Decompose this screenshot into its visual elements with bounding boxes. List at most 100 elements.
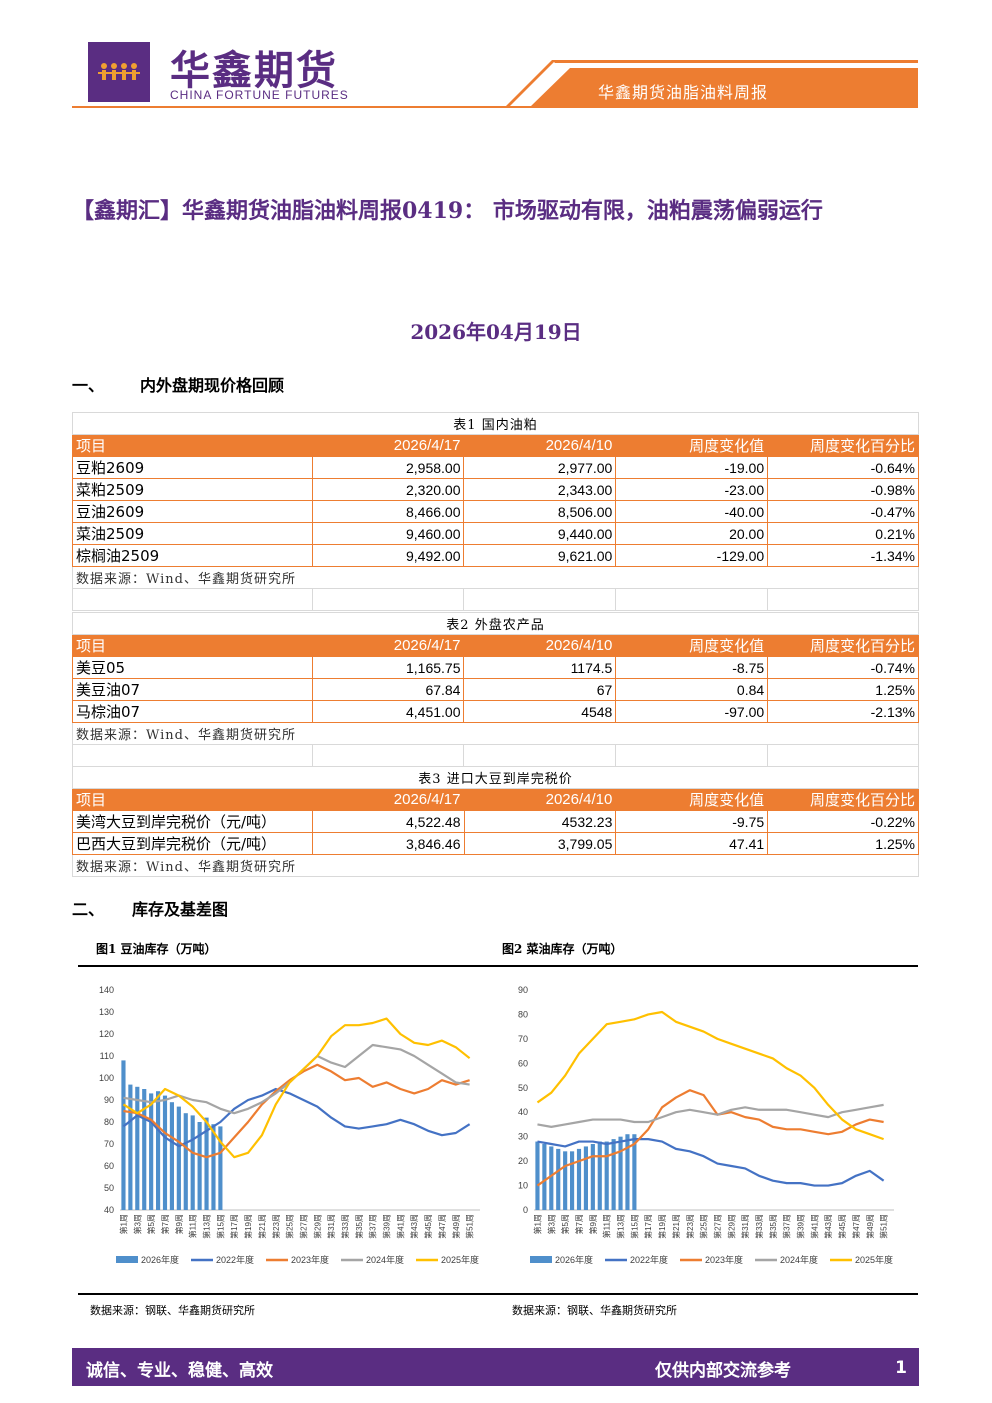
bar-2026 <box>149 1093 154 1210</box>
x-tick-label: 第25周 <box>285 1214 295 1239</box>
x-tick-label: 第31周 <box>740 1214 750 1239</box>
table-row: 棕榈油2509 9,492.00 9,621.00 -129.00 -1.34% <box>72 544 919 567</box>
x-tick-label: 第35周 <box>354 1214 364 1239</box>
x-tick-label: 第21周 <box>671 1214 681 1239</box>
document-title: 【鑫期汇】华鑫期货油脂油料周报0419： 市场驱动有限，油粕震荡偏弱运行 <box>72 198 823 224</box>
cell-value: 67.84 <box>311 678 465 701</box>
series-line <box>536 1010 884 1141</box>
cell-value: -97.00 <box>615 700 769 723</box>
section-heading-2: 二、 库存及基差图 <box>72 896 228 920</box>
table-header-cell: 2026/4/17 <box>311 634 465 657</box>
legend-swatch <box>116 1256 138 1263</box>
table-row: 巴西大豆到岸完税价（元/吨） 3,846.46 3,799.05 47.41 1.25% <box>72 832 919 855</box>
cell-value: 3,846.46 <box>311 832 465 855</box>
table-header-cell: 2026/4/10 <box>463 788 617 811</box>
bar-2026 <box>549 1146 554 1210</box>
x-tick-label: 第23周 <box>271 1214 281 1239</box>
row-label: 豆粕2609 <box>72 456 313 479</box>
row-label: 菜粕2509 <box>72 478 313 501</box>
x-tick-label: 第1周 <box>532 1214 542 1234</box>
table-row: 豆油2609 8,466.00 8,506.00 -40.00 -0.47% <box>72 500 919 523</box>
cell-value: 2,958.00 <box>311 456 465 479</box>
bar-2026 <box>590 1144 595 1210</box>
cell-value: 67 <box>463 678 617 701</box>
x-tick-label: 第49周 <box>865 1214 875 1239</box>
series-line <box>122 1087 471 1148</box>
bar-2026 <box>135 1086 140 1210</box>
table-header-cell: 项目 <box>72 434 313 457</box>
bar-2026 <box>542 1144 547 1210</box>
figure-2-source: 数据来源：钢联、华鑫期货研究所 <box>512 1304 677 1317</box>
x-tick-label: 第43周 <box>409 1214 419 1239</box>
cell-value: 8,466.00 <box>311 500 465 523</box>
x-tick-label: 第13周 <box>616 1214 626 1239</box>
cell-value: -0.47% <box>767 500 919 523</box>
page-header: 华鑫期货 CHINA FORTUNE FUTURES 华鑫期货油脂油料周报 <box>0 0 992 115</box>
table-header-cell: 2026/4/17 <box>311 434 465 457</box>
legend-label: 2023年度 <box>705 1254 743 1265</box>
table-row: 菜粕2509 2,320.00 2,343.00 -23.00 -0.98% <box>72 478 919 501</box>
x-tick-label: 第37周 <box>368 1214 378 1239</box>
bar-2026 <box>162 1095 168 1210</box>
x-tick-label: 第13周 <box>202 1214 212 1239</box>
y-tick-label: 70 <box>518 1034 528 1044</box>
chart-bottom-rule <box>78 1293 918 1295</box>
cell-value: 9,440.00 <box>463 522 617 545</box>
bar-2026 <box>183 1113 188 1210</box>
x-tick-label: 第11周 <box>188 1214 198 1238</box>
logo-chinese: 华鑫期货 <box>170 48 338 94</box>
y-tick-label: 80 <box>518 1009 528 1019</box>
y-tick-label: 10 <box>518 1181 528 1191</box>
table-header-cell: 2026/4/17 <box>311 788 465 811</box>
table-header-cell: 周度变化百分比 <box>767 634 919 657</box>
document-date: 2026年04月19日 <box>410 320 582 344</box>
x-tick-label: 第7周 <box>574 1214 584 1234</box>
y-tick-label: 110 <box>100 1051 114 1061</box>
y-tick-label: 0 <box>523 1205 528 1215</box>
legend-label: 2026年度 <box>141 1254 179 1265</box>
x-tick-label: 第3周 <box>546 1214 556 1234</box>
chart-top-rule <box>78 965 918 967</box>
x-tick-label: 第33周 <box>754 1214 764 1239</box>
x-tick-label: 第47周 <box>437 1214 447 1239</box>
cell-value: -129.00 <box>615 544 769 567</box>
table-source: 数据来源：Wind、华鑫期货研究所 <box>72 854 919 877</box>
section-label: 内外盘期现价格回顾 <box>140 376 285 395</box>
cell-value: -0.74% <box>767 656 919 679</box>
x-tick-label: 第43周 <box>823 1214 833 1239</box>
legend-label: 2023年度 <box>291 1254 329 1265</box>
legend-label: 2024年度 <box>366 1254 404 1265</box>
x-tick-label: 第9周 <box>174 1214 184 1234</box>
bar-2026 <box>625 1134 630 1210</box>
row-label: 豆油2609 <box>72 500 313 523</box>
cell-value: 9,460.00 <box>311 522 465 545</box>
cell-value: 9,492.00 <box>311 544 465 567</box>
bar-2026 <box>597 1141 602 1210</box>
row-label: 美豆05 <box>72 656 313 679</box>
row-label: 菜油2509 <box>72 522 313 545</box>
table-header-cell: 周度变化百分比 <box>767 788 919 811</box>
section-number: 二、 <box>72 900 105 919</box>
x-tick-label: 第5周 <box>146 1214 156 1234</box>
section-heading-1: 一、 内外盘期现价格回顾 <box>72 372 284 396</box>
logo-english: CHINA FORTUNE FUTURES <box>170 88 349 102</box>
x-tick-label: 第33周 <box>340 1214 350 1239</box>
x-tick-label: 第9周 <box>588 1214 598 1234</box>
bar-2026 <box>190 1115 195 1210</box>
logo-figures-icon <box>98 63 140 80</box>
bar-2026 <box>197 1122 202 1210</box>
y-tick-label: 30 <box>518 1132 528 1142</box>
bar-2026 <box>535 1141 540 1210</box>
y-tick-label: 130 <box>99 1007 114 1017</box>
section-label: 库存及基差图 <box>132 900 229 919</box>
table-source: 数据来源：Wind、华鑫期货研究所 <box>72 722 919 745</box>
cell-value: 20.00 <box>615 522 769 545</box>
table-header-cell: 周度变化百分比 <box>767 434 919 457</box>
cell-value: -0.64% <box>767 456 919 479</box>
row-label: 棕榈油2509 <box>72 544 313 567</box>
cell-value: 0.84 <box>615 678 769 701</box>
y-tick-label: 100 <box>99 1073 114 1083</box>
table-caption: 表2 外盘农产品 <box>72 612 919 635</box>
x-tick-label: 第17周 <box>229 1214 239 1239</box>
x-tick-label: 第15周 <box>215 1214 225 1239</box>
